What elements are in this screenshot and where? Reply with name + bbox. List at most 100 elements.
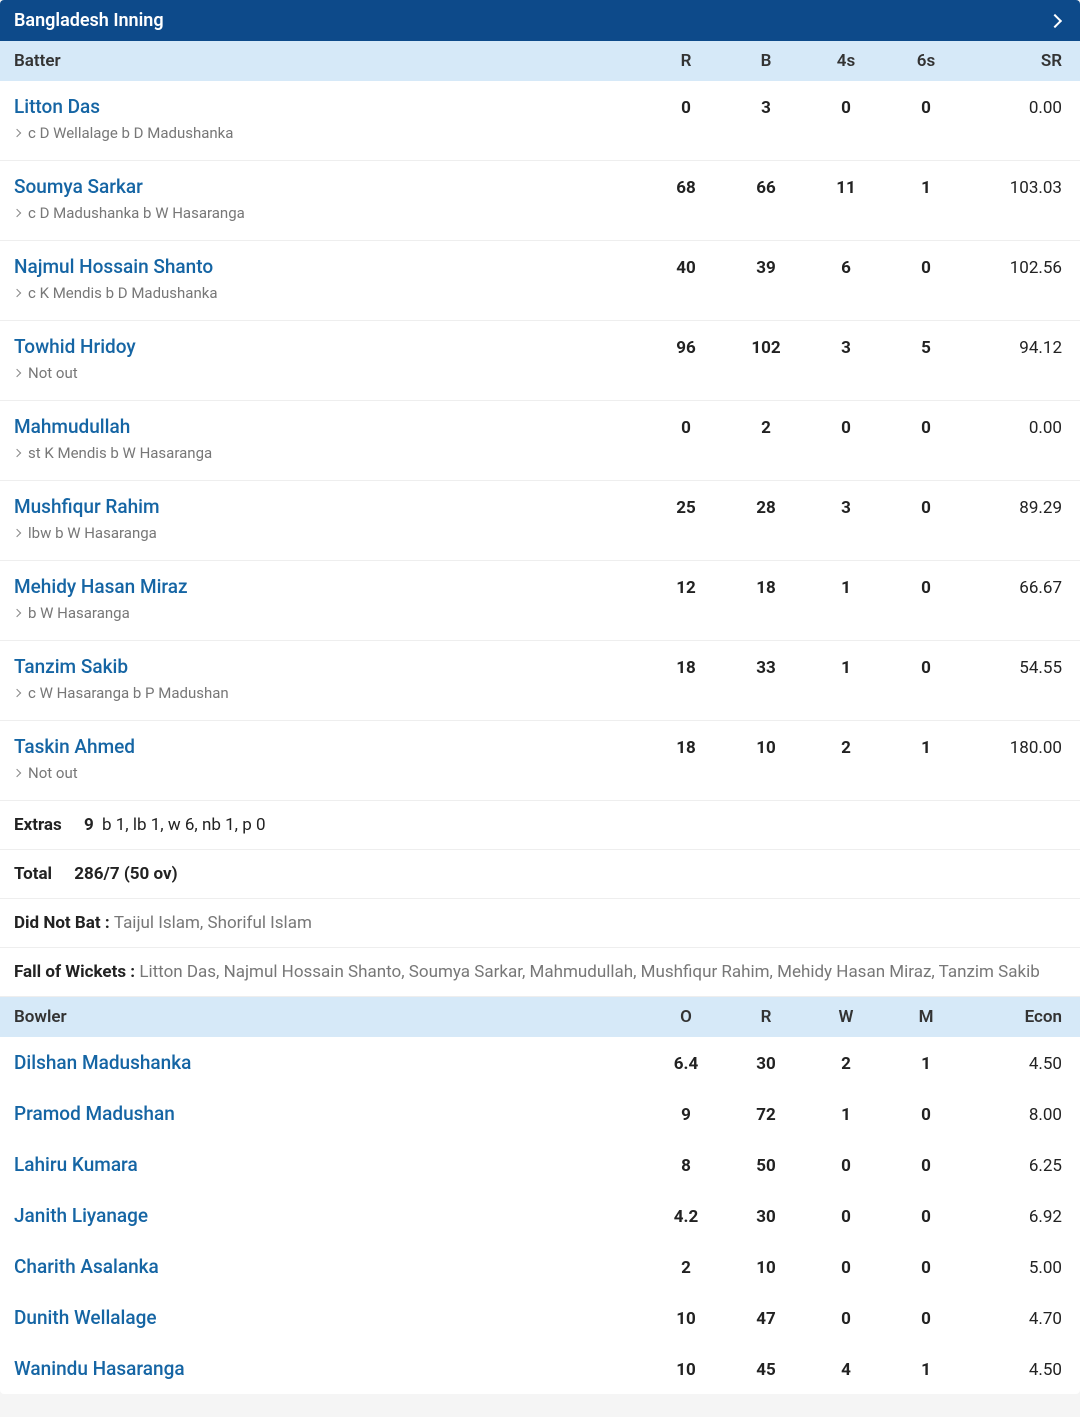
batter-balls: 66 [726, 178, 806, 198]
batter-name-link[interactable]: Soumya Sarkar [14, 175, 646, 198]
batter-sr: 0.00 [966, 98, 1066, 118]
col-r: R [646, 51, 726, 71]
batter-sixes: 0 [886, 498, 966, 518]
batter-sixes: 0 [886, 98, 966, 118]
bowler-row: Wanindu Hasaranga1045414.50 [0, 1343, 1080, 1394]
batter-runs: 40 [646, 258, 726, 278]
batter-row: Litton Das03000.00c D Wellalage b D Madu… [0, 81, 1080, 161]
batter-sixes: 0 [886, 258, 966, 278]
did-not-bat-row: Did Not Bat : Taijul Islam, Shoriful Isl… [0, 899, 1080, 948]
fall-of-wickets-row: Fall of Wickets : Litton Das, Najmul Hos… [0, 948, 1080, 997]
extras-row: Extras 9 b 1, lb 1, w 6, nb 1, p 0 [0, 801, 1080, 850]
col-o: O [646, 1007, 726, 1027]
bowler-name-link[interactable]: Lahiru Kumara [14, 1153, 646, 1176]
batter-row: Tanzim Sakib18331054.55c W Hasaranga b P… [0, 641, 1080, 721]
bowler-maidens: 0 [886, 1207, 966, 1227]
batter-fours: 0 [806, 418, 886, 438]
batter-fours: 1 [806, 578, 886, 598]
batter-balls: 3 [726, 98, 806, 118]
bowler-row: Pramod Madushan972108.00 [0, 1088, 1080, 1139]
dismissal-toggle[interactable]: lbw b W Hasaranga [14, 524, 1066, 542]
dismissal-toggle[interactable]: Not out [14, 364, 1066, 382]
total-label: Total [14, 864, 52, 884]
batter-balls: 102 [726, 338, 806, 358]
batter-sixes: 0 [886, 578, 966, 598]
extras-label: Extras [14, 815, 62, 835]
bowler-maidens: 0 [886, 1105, 966, 1125]
dismissal-toggle[interactable]: c D Madushanka b W Hasaranga [14, 204, 1066, 222]
bowler-row: Janith Liyanage4.230006.92 [0, 1190, 1080, 1241]
dnb-label: Did Not Bat : [14, 913, 114, 933]
bowler-name-link[interactable]: Dilshan Madushanka [14, 1051, 646, 1074]
batter-runs: 96 [646, 338, 726, 358]
col-b: B [726, 51, 806, 71]
batter-name-link[interactable]: Tanzim Sakib [14, 655, 646, 678]
batter-name-link[interactable]: Taskin Ahmed [14, 735, 646, 758]
col-batter: Batter [14, 51, 646, 71]
batter-name-link[interactable]: Mehidy Hasan Miraz [14, 575, 646, 598]
batter-balls: 10 [726, 738, 806, 758]
batter-sixes: 0 [886, 418, 966, 438]
bowler-name-link[interactable]: Dunith Wellalage [14, 1306, 646, 1329]
bowler-row: Dilshan Madushanka6.430214.50 [0, 1037, 1080, 1088]
batter-name-link[interactable]: Mushfiqur Rahim [14, 495, 646, 518]
bowler-overs: 4.2 [646, 1207, 726, 1227]
fow-label: Fall of Wickets : [14, 962, 139, 982]
bowler-name-link[interactable]: Charith Asalanka [14, 1255, 646, 1278]
dnb-value: Taijul Islam, Shoriful Islam [114, 913, 312, 933]
bowler-econ: 8.00 [966, 1105, 1066, 1125]
batter-runs: 18 [646, 738, 726, 758]
bowler-econ: 5.00 [966, 1258, 1066, 1278]
batter-fours: 2 [806, 738, 886, 758]
dismissal-toggle[interactable]: c W Hasaranga b P Madushan [14, 684, 1066, 702]
batter-sr: 89.29 [966, 498, 1066, 518]
dismissal-toggle[interactable]: Not out [14, 764, 1066, 782]
bowler-runs: 30 [726, 1207, 806, 1227]
batter-sixes: 5 [886, 338, 966, 358]
batter-sr: 103.03 [966, 178, 1066, 198]
chevron-right-icon [13, 769, 21, 777]
batter-sr: 54.55 [966, 658, 1066, 678]
batter-sr: 66.67 [966, 578, 1066, 598]
batter-column-header: Batter R B 4s 6s SR [0, 41, 1080, 81]
batter-balls: 33 [726, 658, 806, 678]
chevron-right-icon [13, 609, 21, 617]
batter-row: Mahmudullah02000.00st K Mendis b W Hasar… [0, 401, 1080, 481]
col-4s: 4s [806, 51, 886, 71]
batter-name-link[interactable]: Najmul Hossain Shanto [14, 255, 646, 278]
chevron-right-icon [13, 529, 21, 537]
dismissal-toggle[interactable]: st K Mendis b W Hasaranga [14, 444, 1066, 462]
bowler-maidens: 0 [886, 1258, 966, 1278]
batter-runs: 68 [646, 178, 726, 198]
bowler-name-link[interactable]: Pramod Madushan [14, 1102, 646, 1125]
bowler-runs: 47 [726, 1309, 806, 1329]
dismissal-toggle[interactable]: c D Wellalage b D Madushanka [14, 124, 1066, 142]
dismissal-text: lbw b W Hasaranga [28, 524, 157, 542]
batter-balls: 2 [726, 418, 806, 438]
inning-header[interactable]: Bangladesh Inning [0, 0, 1080, 41]
col-6s: 6s [886, 51, 966, 71]
bowler-wickets: 2 [806, 1054, 886, 1074]
batter-name-link[interactable]: Mahmudullah [14, 415, 646, 438]
chevron-right-icon [13, 689, 21, 697]
bowler-runs: 72 [726, 1105, 806, 1125]
bowler-name-link[interactable]: Wanindu Hasaranga [14, 1357, 646, 1380]
inning-title: Bangladesh Inning [14, 10, 164, 31]
chevron-right-icon [13, 289, 21, 297]
batter-name-link[interactable]: Towhid Hridoy [14, 335, 646, 358]
batter-balls: 18 [726, 578, 806, 598]
bowler-name-link[interactable]: Janith Liyanage [14, 1204, 646, 1227]
batter-fours: 1 [806, 658, 886, 678]
bowler-wickets: 0 [806, 1258, 886, 1278]
dismissal-toggle[interactable]: b W Hasaranga [14, 604, 1066, 622]
col-sr: SR [966, 51, 1066, 71]
chevron-right-icon [1048, 13, 1062, 27]
batter-name-link[interactable]: Litton Das [14, 95, 646, 118]
bowler-wickets: 0 [806, 1207, 886, 1227]
batter-runs: 12 [646, 578, 726, 598]
dismissal-toggle[interactable]: c K Mendis b D Madushanka [14, 284, 1066, 302]
batter-balls: 39 [726, 258, 806, 278]
extras-detail: b 1, lb 1, w 6, nb 1, p 0 [102, 815, 266, 835]
batter-sr: 0.00 [966, 418, 1066, 438]
batter-sr: 180.00 [966, 738, 1066, 758]
